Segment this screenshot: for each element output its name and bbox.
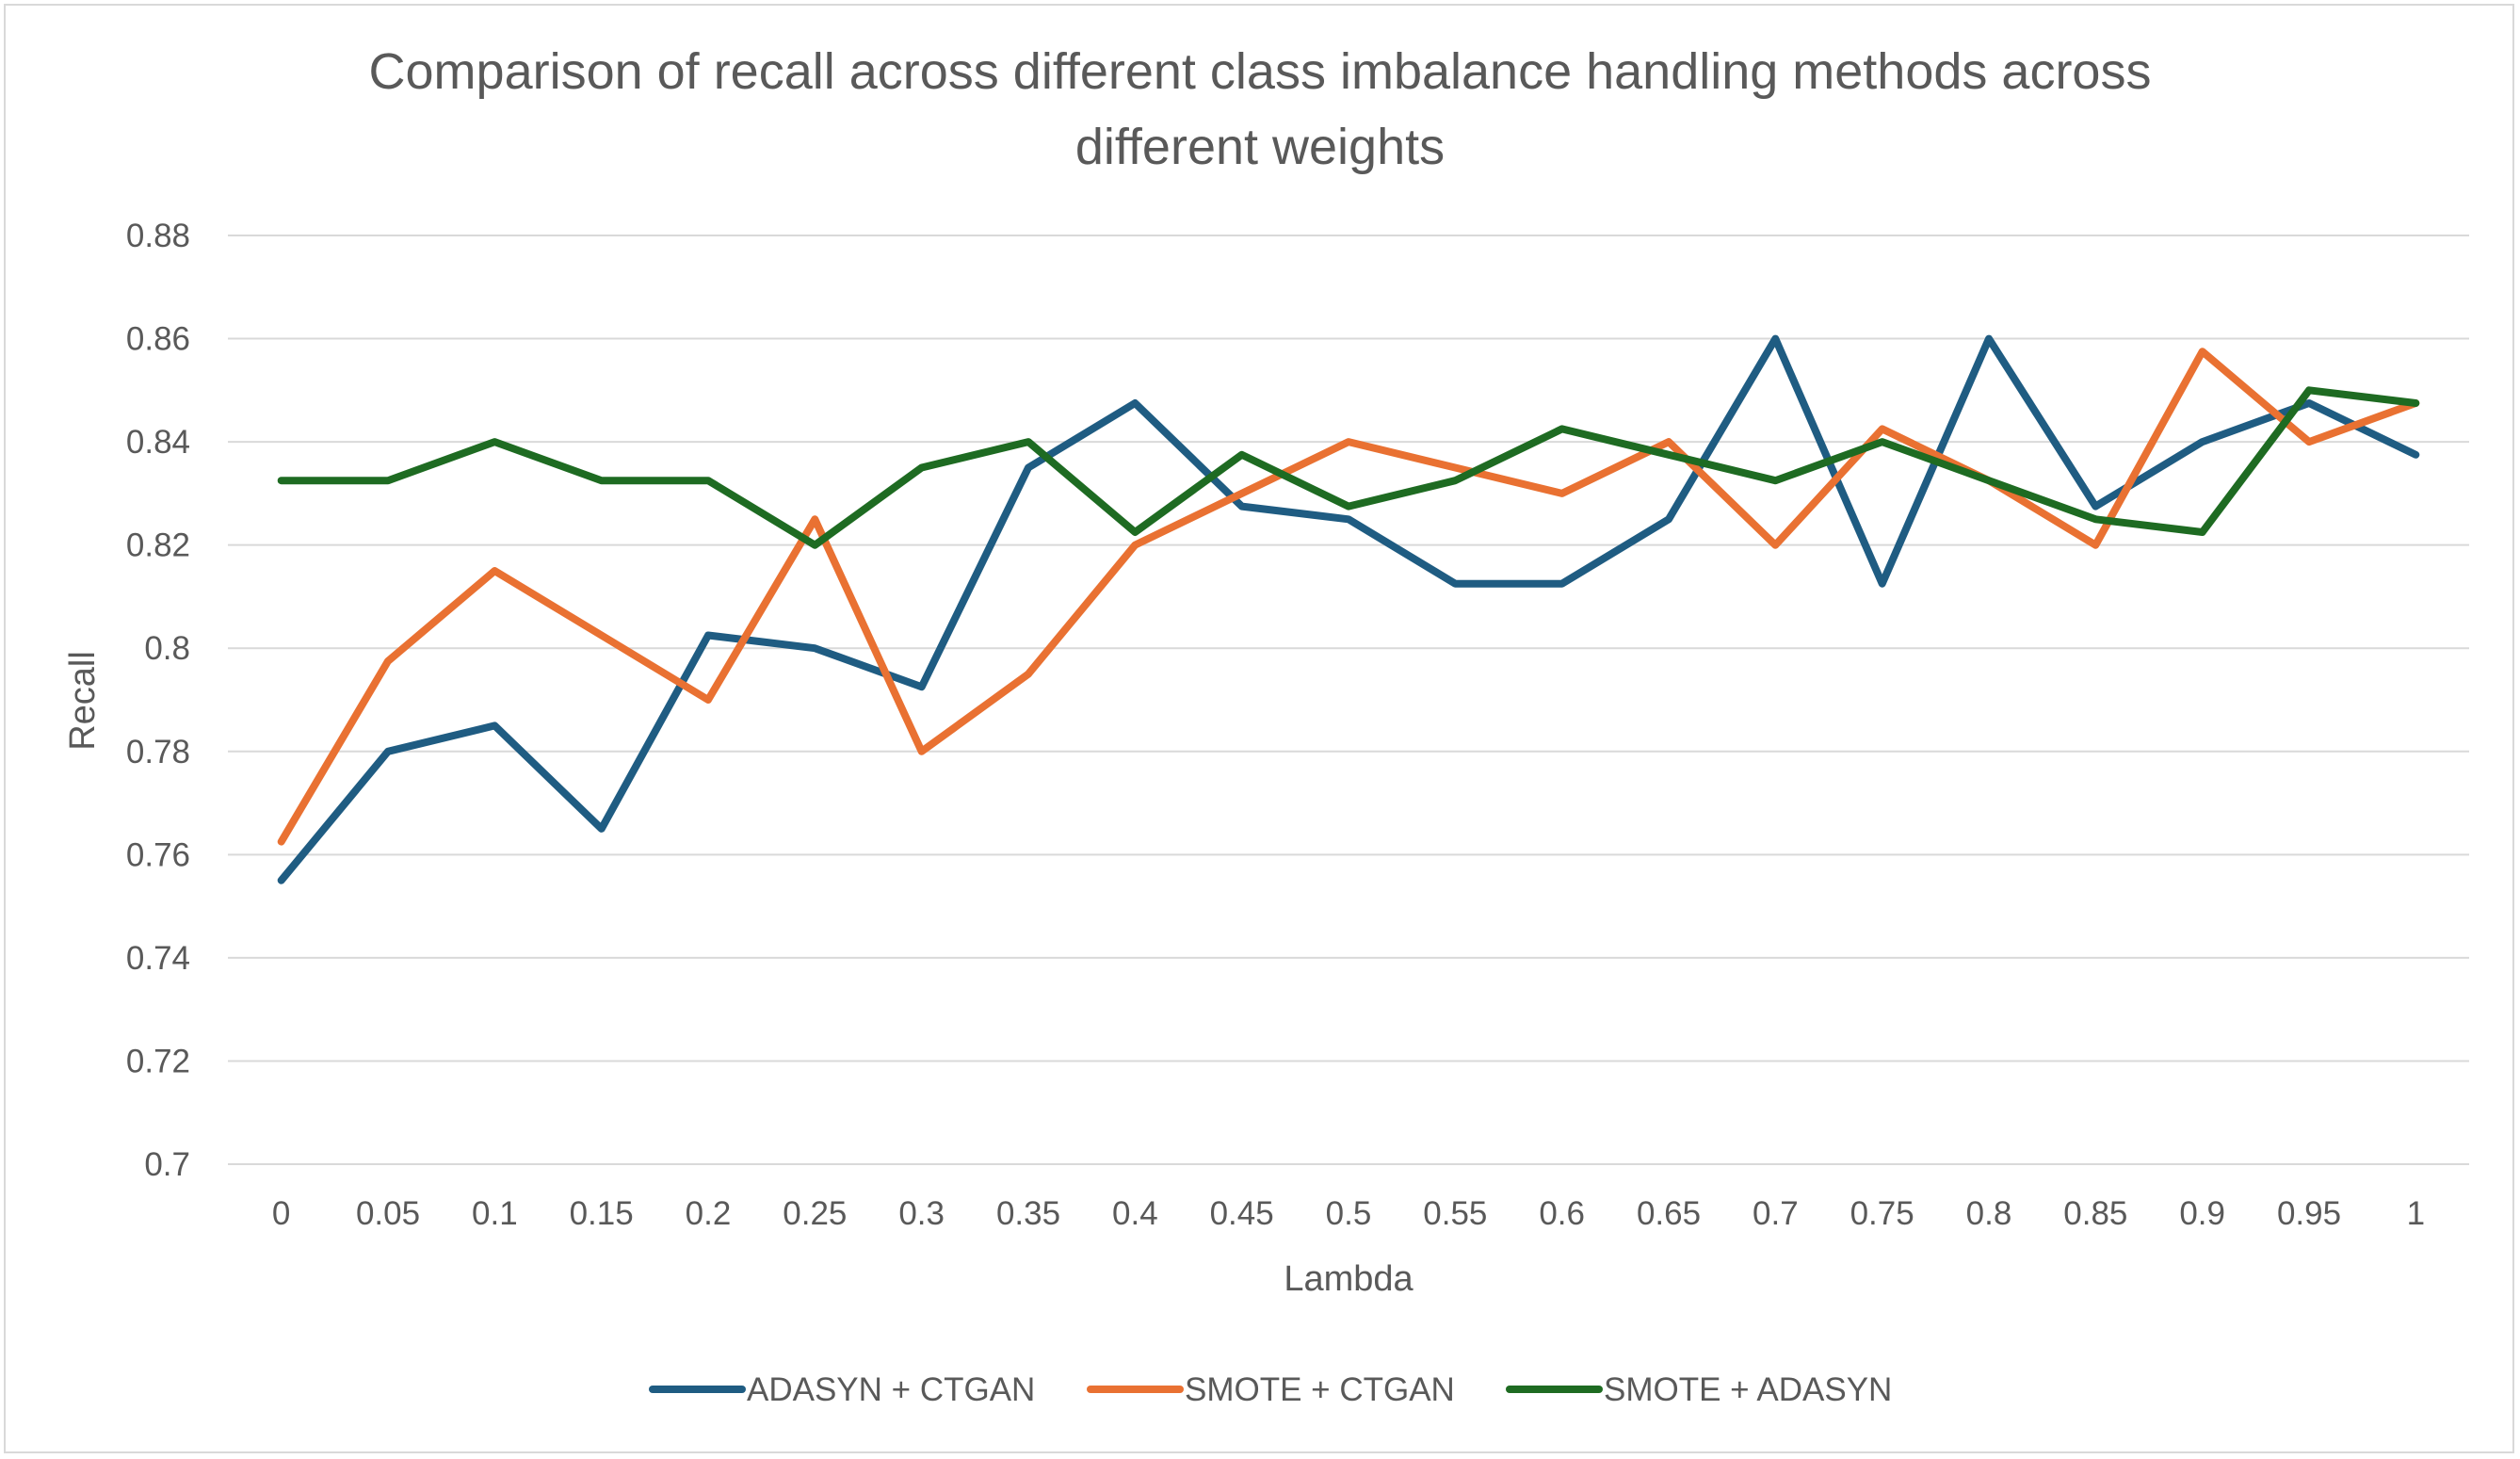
chart-area xyxy=(4,4,2514,1453)
y-tick-label: 0.82 xyxy=(126,527,190,564)
y-tick-label: 0.8 xyxy=(144,630,190,667)
y-tick-label: 0.88 xyxy=(126,218,190,254)
x-tick-label: 0.55 xyxy=(1423,1195,1487,1232)
legend-label-adasyn-ctgan: ADASYN + CTGAN xyxy=(747,1371,1035,1408)
legend-label-smote-adasyn: SMOTE + ADASYN xyxy=(1604,1371,1892,1408)
legend: ADASYN + CTGAN SMOTE + CTGAN SMOTE + ADASY… xyxy=(649,1371,1892,1408)
chart-title-line-1: Comparison of recall across different cl… xyxy=(369,43,2152,100)
x-tick-label: 0 xyxy=(272,1195,290,1232)
legend-label-smote-ctgan: SMOTE + CTGAN xyxy=(1185,1371,1455,1408)
series-line-smote-ctgan xyxy=(277,348,2420,846)
series-line-smote-adasyn xyxy=(277,386,2420,549)
y-axis-tick-labels: 0.7 0.72 0.74 0.76 0.78 0.8 0.82 0.84 0.86 0.88 xyxy=(126,218,190,1183)
y-tick-label: 0.78 xyxy=(126,734,190,770)
x-axis-tick-labels: 0 0.05 0.1 0.15 0.2 0.25 0.3 0.35 0.4 0.45 0.5 0.55… xyxy=(272,1195,2425,1232)
x-tick-label: 0.45 xyxy=(1210,1195,1274,1232)
x-tick-label: 0.05 xyxy=(356,1195,420,1232)
x-tick-label: 0.75 xyxy=(1850,1195,1914,1232)
x-tick-label: 0.7 xyxy=(1753,1195,1799,1232)
chart-title: Comparison of recall across different cl… xyxy=(369,43,2152,175)
x-tick-label: 0.6 xyxy=(1539,1195,1585,1232)
x-tick-label: 1 xyxy=(2407,1195,2425,1232)
x-tick-label: 0.3 xyxy=(898,1195,945,1232)
x-tick-label: 0.25 xyxy=(783,1195,847,1232)
y-tick-label: 0.76 xyxy=(126,836,190,873)
y-tick-label: 0.84 xyxy=(126,424,190,461)
x-tick-label: 0.65 xyxy=(1637,1195,1701,1232)
series-line-adasyn-ctgan xyxy=(277,334,2420,884)
x-tick-label: 0.95 xyxy=(2277,1195,2341,1232)
series-lines xyxy=(277,334,2420,884)
x-tick-label: 0.1 xyxy=(472,1195,518,1232)
y-tick-label: 0.74 xyxy=(126,940,190,977)
y-tick-label: 0.86 xyxy=(126,321,190,358)
x-tick-label: 0.2 xyxy=(686,1195,732,1232)
x-axis-title: Lambda xyxy=(1284,1259,1413,1299)
x-tick-label: 0.8 xyxy=(1966,1195,2012,1232)
y-tick-label: 0.7 xyxy=(144,1146,190,1183)
chart-title-line-2: different weights xyxy=(1075,119,1445,175)
x-tick-label: 0.85 xyxy=(2063,1195,2127,1232)
x-tick-label: 0.35 xyxy=(996,1195,1060,1232)
x-tick-label: 0.15 xyxy=(570,1195,634,1232)
x-tick-label: 0.9 xyxy=(2179,1195,2225,1232)
gridlines xyxy=(228,235,2469,1165)
x-tick-label: 0.5 xyxy=(1326,1195,1372,1232)
y-axis-title: Recall xyxy=(63,651,103,751)
x-tick-label: 0.4 xyxy=(1112,1195,1158,1232)
y-tick-label: 0.72 xyxy=(126,1043,190,1079)
